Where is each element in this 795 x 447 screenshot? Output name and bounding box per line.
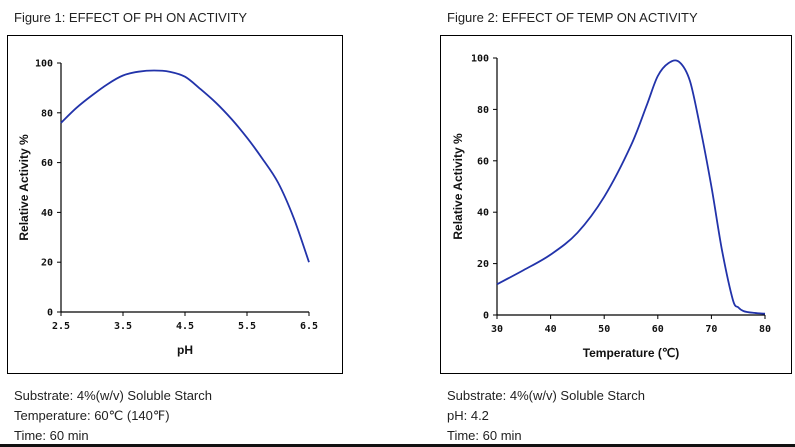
substrate-note: Substrate: 4%(w/v) Soluble Starch: [14, 388, 212, 403]
time-note: Time: 60 min: [447, 428, 522, 443]
time-note: Time: 60 min: [14, 428, 89, 443]
y-tick-label: 40: [41, 208, 53, 219]
y-tick-label: 20: [41, 258, 53, 269]
x-tick-label: 6.5: [300, 321, 318, 332]
x-tick-label: 3.5: [114, 321, 132, 332]
x-tick-label: 60: [652, 324, 664, 335]
x-tick-label: 80: [759, 324, 771, 335]
x-tick-label: 50: [598, 324, 610, 335]
temperature-chart-panel: 0 20 40 60 80 100 30 40 50 60 70 80 Temperature (℃) R…: [440, 35, 792, 374]
y-tick-label: 0: [47, 308, 53, 319]
y-tick-label: 40: [477, 208, 489, 219]
ph-chart-panel: 0 20 40 60 80 100 2.5 3.5 4.5 5.5 6.5 pH Relative Ac…: [7, 35, 343, 374]
x-tick-label: 70: [705, 324, 717, 335]
figure-1-caption: Figure 1: EFFECT OF PH ON ACTIVITY: [14, 10, 248, 25]
y-tick-label: 100: [471, 54, 489, 65]
x-tick-label: 30: [491, 324, 503, 335]
activity-curve: [496, 59, 766, 315]
figure-2-caption: Figure 2: EFFECT OF TEMP ON ACTIVITY: [447, 10, 698, 25]
substrate-note: Substrate: 4%(w/v) Soluble Starch: [447, 388, 645, 403]
y-axis-title: Relative Activity %: [17, 134, 31, 241]
y-tick-label: 60: [41, 158, 53, 169]
x-tick-label: 2.5: [52, 321, 70, 332]
y-tick-label: 60: [477, 156, 489, 167]
y-tick-label: 0: [483, 311, 489, 322]
x-tick-label: 4.5: [176, 321, 194, 332]
ph-activity-chart: 0 20 40 60 80 100 2.5 3.5 4.5 5.5 6.5 pH Relative Ac…: [17, 59, 318, 358]
y-tick-label: 80: [41, 108, 53, 119]
y-tick-label: 20: [477, 259, 489, 270]
ph-note: pH: 4.2: [447, 408, 489, 423]
y-tick-label: 100: [35, 59, 53, 70]
temperature-activity-chart: 0 20 40 60 80 100 30 40 50 60 70 80 Temperature (℃) R…: [451, 54, 771, 361]
activity-curve: [60, 69, 310, 263]
temperature-note: Temperature: 60℃ (140℉): [14, 408, 170, 423]
y-tick-label: 80: [477, 105, 489, 116]
figure-2-conditions: Substrate: 4%(w/v) Soluble Starch pH: 4.…: [447, 386, 645, 446]
bottom-divider: [0, 444, 795, 447]
y-axis-title: Relative Activity %: [451, 133, 465, 240]
figure-1-conditions: Substrate: 4%(w/v) Soluble Starch Temper…: [14, 386, 212, 446]
x-axis-title: Temperature (℃): [583, 346, 680, 360]
x-axis-title: pH: [177, 343, 193, 357]
x-tick-label: 40: [545, 324, 557, 335]
x-tick-label: 5.5: [238, 321, 256, 332]
